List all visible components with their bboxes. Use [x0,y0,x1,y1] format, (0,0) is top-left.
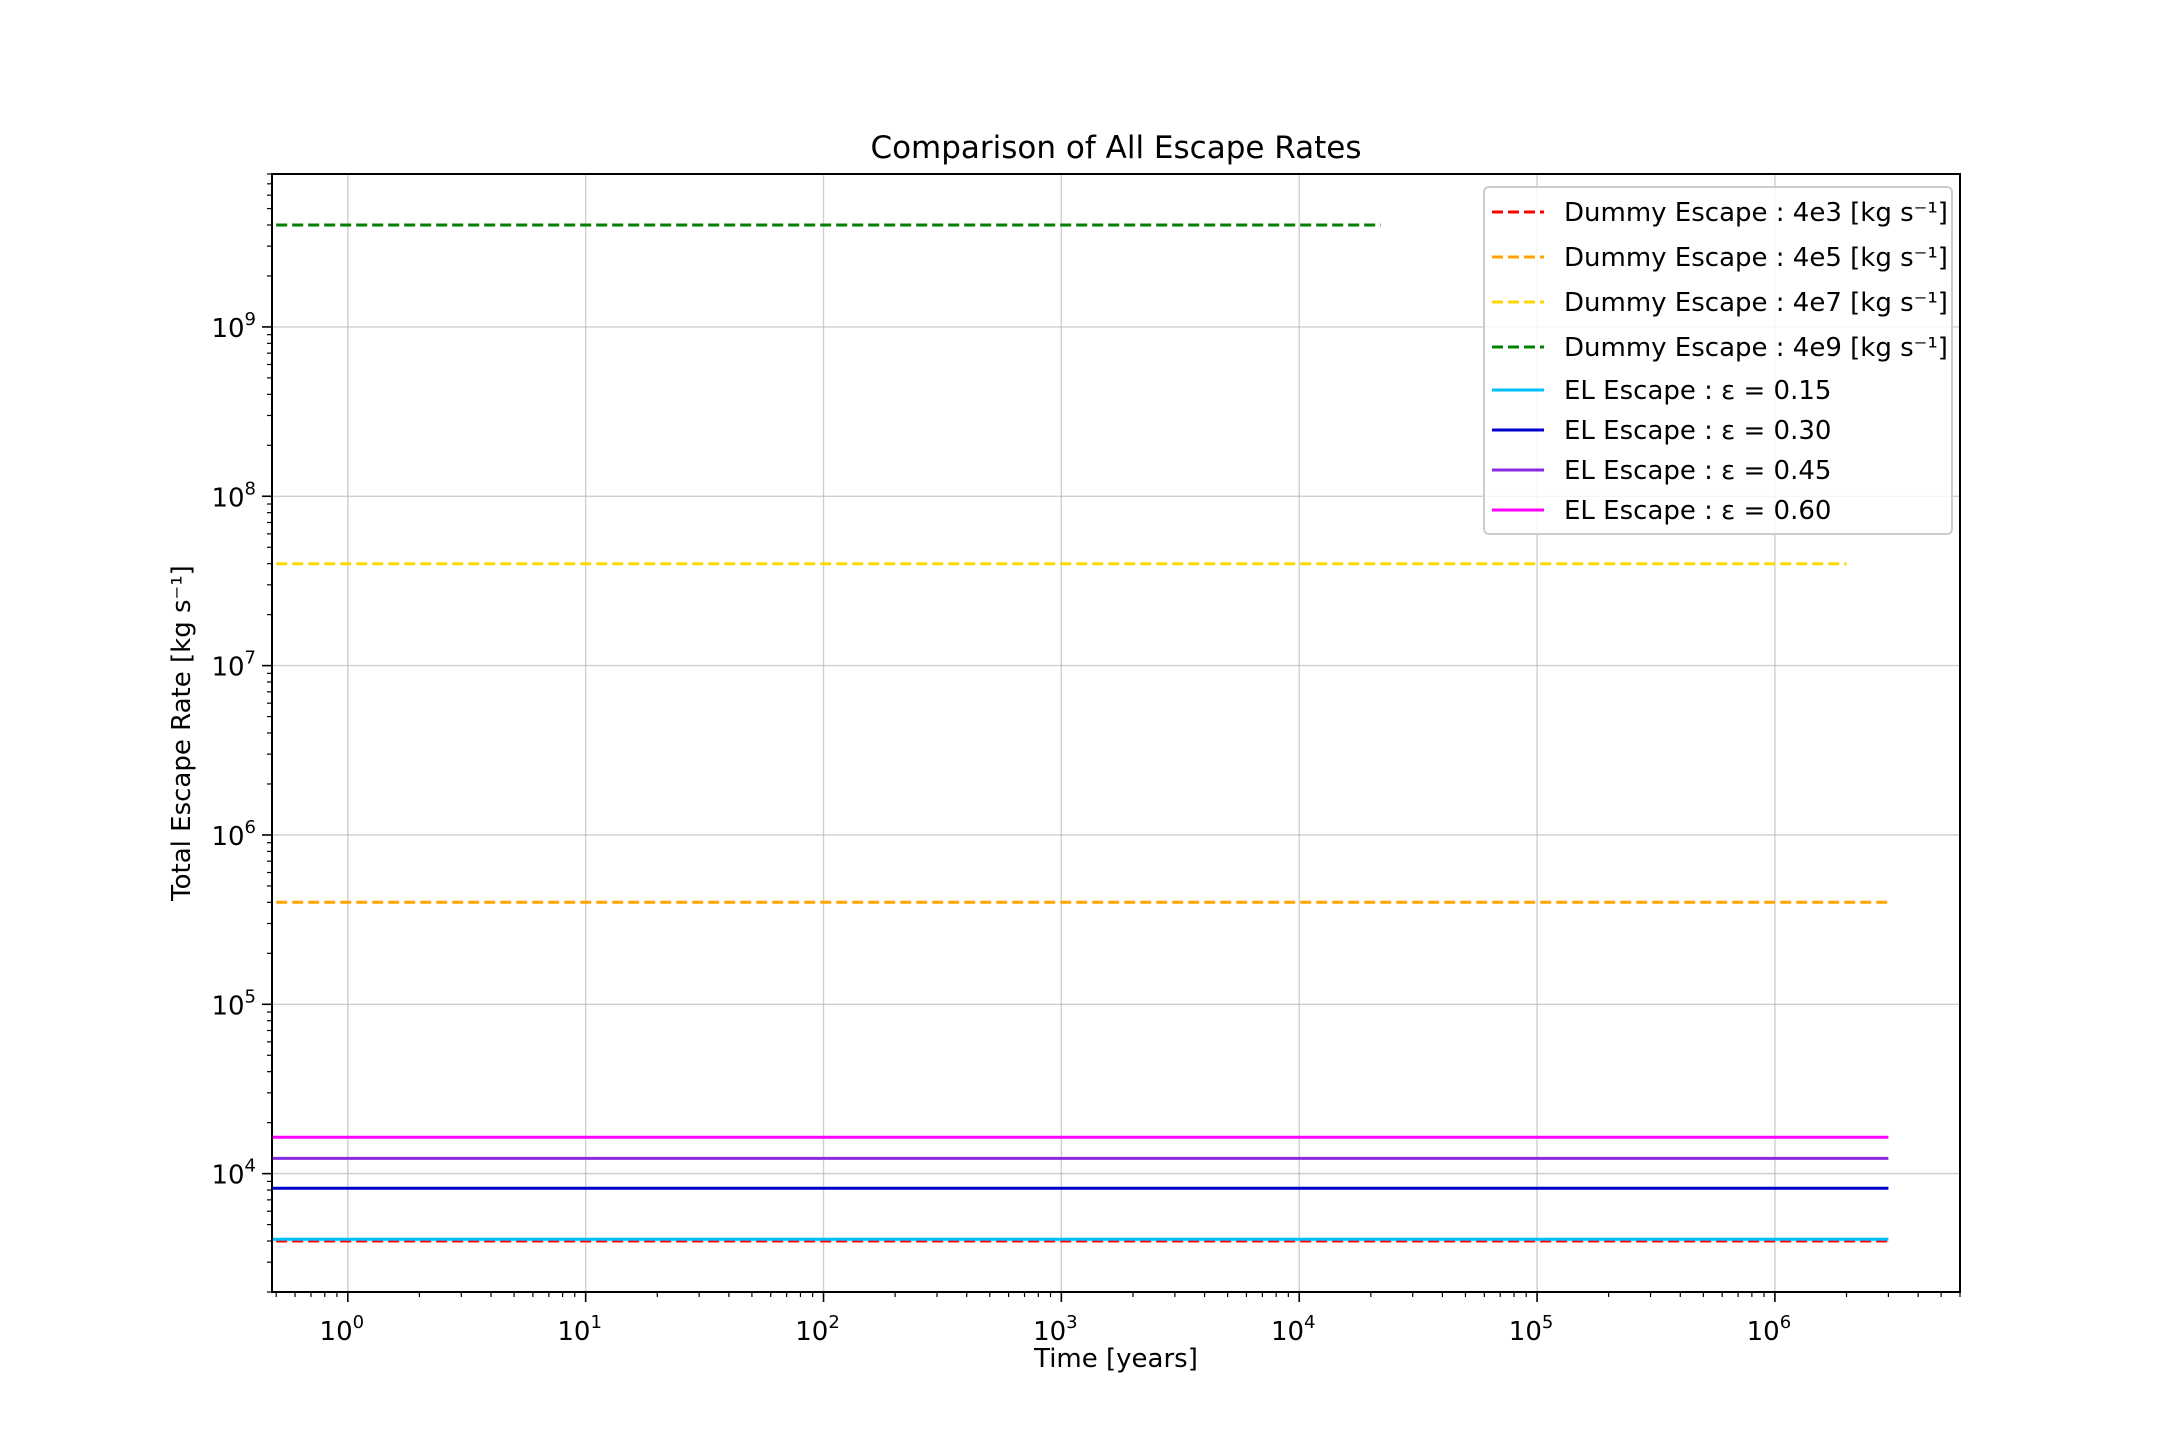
legend-label-8: EL Escape : ε = 0.60 [1564,496,1831,526]
x-tick-label-base: 10 [1747,1317,1780,1347]
y-tick-label: 105 [211,986,256,1021]
y-tick-label: 108 [211,478,256,513]
plot-series [272,223,1889,1243]
y-tick-label-base: 10 [211,991,244,1021]
x-tick-label-exponent: 1 [590,1312,601,1333]
legend-box [1483,186,1953,535]
legend-label-5: EL Escape : ε = 0.15 [1564,376,1831,406]
legend-label-7: EL Escape : ε = 0.45 [1564,456,1831,486]
legend-label-6: EL Escape : ε = 0.30 [1564,416,1831,446]
y-tick-label-base: 10 [211,314,244,344]
x-tick-label-exponent: 3 [1066,1312,1077,1333]
chart-title: Comparison of All Escape Rates [870,130,1361,166]
y-tick-label: 109 [211,309,256,344]
x-tick-label: 104 [1271,1312,1316,1347]
x-tick-label: 101 [557,1312,602,1347]
y-tick-label-exponent: 4 [245,1156,256,1177]
y-tick-label: 107 [211,648,256,683]
x-tick-label-base: 10 [1509,1317,1542,1347]
x-tick-label-exponent: 2 [828,1312,839,1333]
x-tick-label-exponent: 4 [1304,1312,1315,1333]
y-tick-label-exponent: 8 [245,478,256,499]
x-tick-label: 106 [1747,1312,1792,1347]
x-tick-label-base: 10 [557,1317,590,1347]
y-tick-label-exponent: 7 [245,648,256,669]
legend-label-2: Dummy Escape : 4e5 [kg s⁻¹] [1564,243,1948,273]
x-tick-label-base: 10 [1033,1317,1066,1347]
y-tick-label-exponent: 9 [245,309,256,330]
y-axis-label: Total Escape Rate [kg s⁻¹] [167,565,197,902]
legend: Dummy Escape : 4e3 [kg s⁻¹] Dummy Escape … [1483,186,1953,535]
legend-label-4: Dummy Escape : 4e9 [kg s⁻¹] [1564,333,1948,363]
y-tick-label-base: 10 [211,1161,244,1191]
x-tick-label-base: 10 [795,1317,828,1347]
y-tick-label-exponent: 5 [245,986,256,1007]
y-tick-label-base: 10 [211,653,244,683]
x-tick-label-exponent: 6 [1780,1312,1791,1333]
y-tick-label-exponent: 6 [245,817,256,838]
x-tick-label: 102 [795,1312,840,1347]
y-tick-label: 106 [211,817,256,852]
legend-label-1: Dummy Escape : 4e3 [kg s⁻¹] [1564,198,1948,228]
x-tick-label: 103 [1033,1312,1078,1347]
x-axis-label: Time [years] [1033,1344,1198,1374]
x-tick-label: 100 [320,1312,365,1347]
x-tick-label-base: 10 [320,1317,353,1347]
y-tick-label-base: 10 [211,822,244,852]
x-tick-label-base: 10 [1271,1317,1304,1347]
x-tick-label-exponent: 0 [353,1312,364,1333]
y-tick-label: 104 [211,1156,256,1191]
x-tick-label-exponent: 5 [1542,1312,1553,1333]
legend-label-3: Dummy Escape : 4e7 [kg s⁻¹] [1564,288,1948,318]
x-tick-label: 105 [1509,1312,1554,1347]
y-tick-label-base: 10 [211,483,244,513]
